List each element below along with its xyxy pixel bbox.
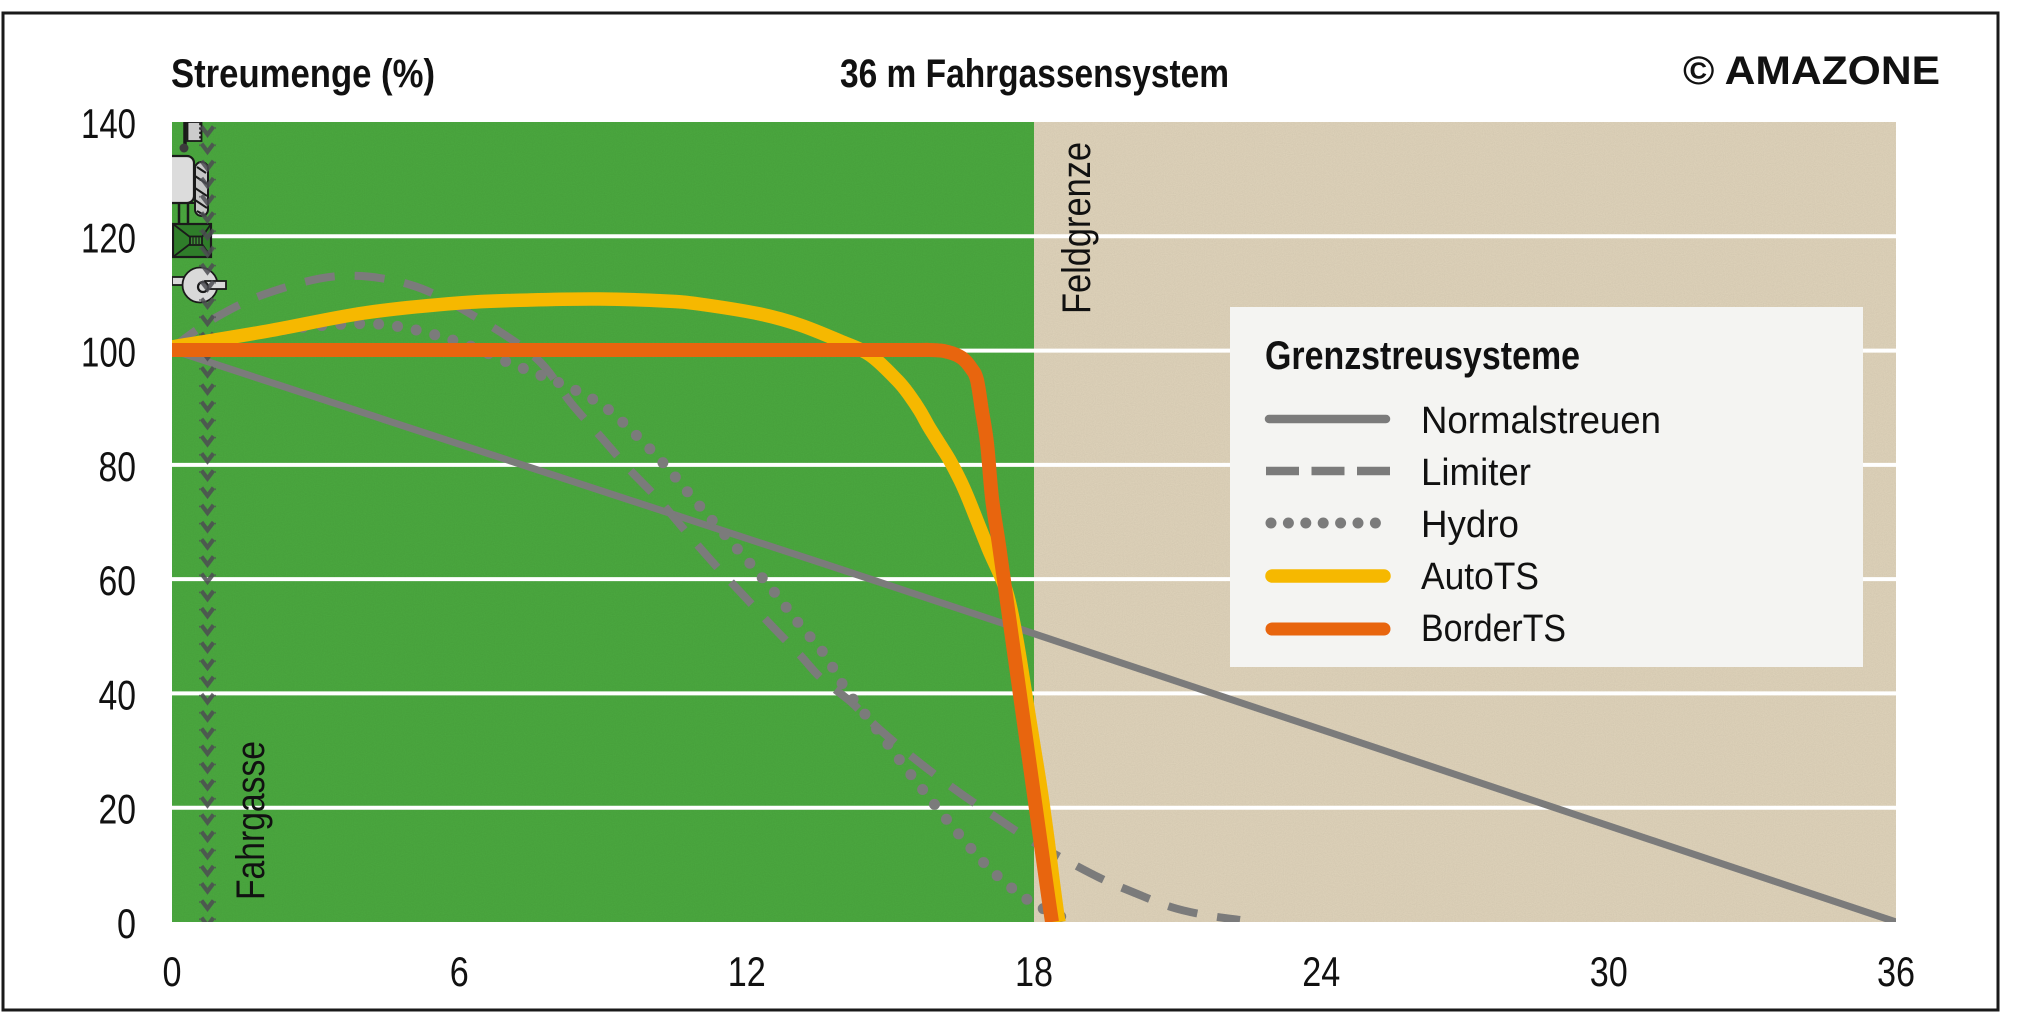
svg-text:18: 18 (1015, 948, 1053, 995)
svg-text:40: 40 (99, 671, 137, 718)
svg-text:12: 12 (728, 948, 766, 995)
svg-text:60: 60 (99, 557, 137, 604)
svg-text:Limiter: Limiter (1421, 452, 1531, 494)
svg-text:36: 36 (1877, 948, 1915, 995)
svg-text:120: 120 (81, 214, 136, 261)
svg-text:0: 0 (117, 900, 136, 947)
svg-text:30: 30 (1590, 948, 1628, 995)
svg-text:20: 20 (99, 786, 137, 833)
svg-text:BorderTS: BorderTS (1421, 608, 1566, 650)
svg-text:Streumenge (%): Streumenge (%) (171, 52, 435, 96)
svg-text:Grenzstreusysteme: Grenzstreusysteme (1265, 334, 1580, 378)
svg-text:24: 24 (1302, 948, 1340, 995)
svg-text:Normalstreuen: Normalstreuen (1421, 400, 1661, 442)
svg-text:© AMAZONE: © AMAZONE (1683, 49, 1940, 93)
svg-text:100: 100 (81, 329, 136, 376)
svg-text:0: 0 (163, 948, 182, 995)
svg-text:Hydro: Hydro (1421, 504, 1519, 546)
svg-text:140: 140 (81, 100, 136, 147)
svg-text:AutoTS: AutoTS (1421, 556, 1539, 598)
svg-text:36 m Fahrgassensystem: 36 m Fahrgassensystem (840, 52, 1229, 96)
svg-text:Fahrgasse: Fahrgasse (229, 741, 273, 900)
svg-text:80: 80 (99, 443, 137, 490)
svg-text:6: 6 (450, 948, 469, 995)
svg-text:Feldgrenze: Feldgrenze (1055, 142, 1099, 314)
